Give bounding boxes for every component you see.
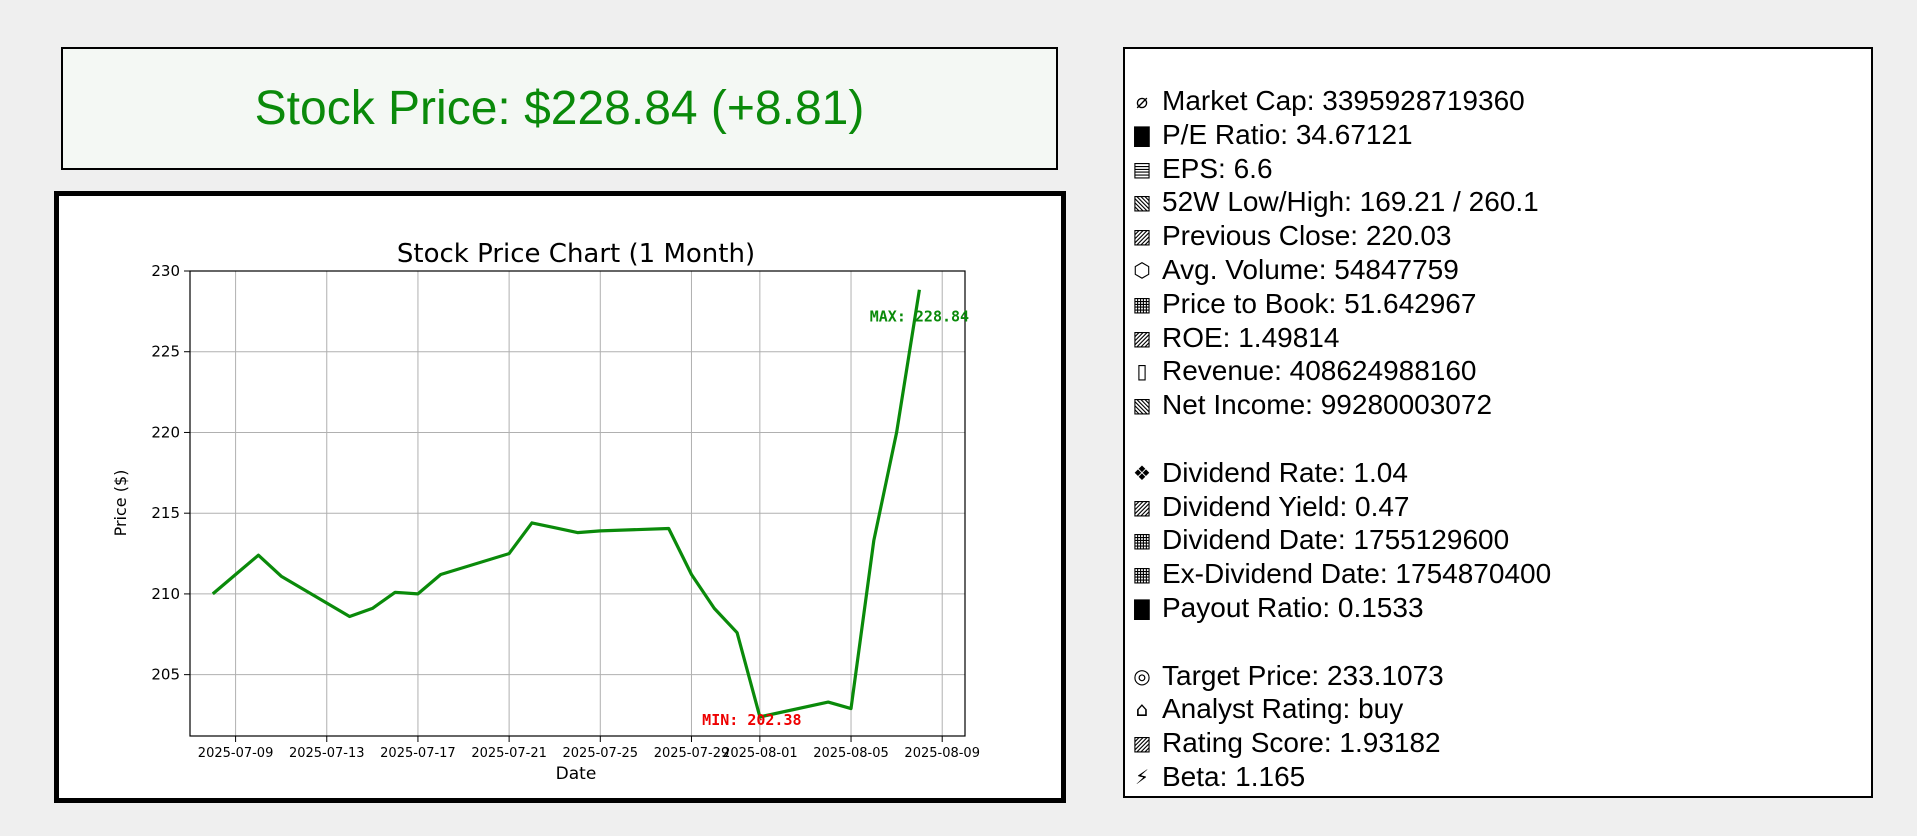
- info-row-text: Target Price: 233.1073: [1162, 659, 1444, 691]
- chart-increasing-icon: ▨: [1132, 731, 1152, 756]
- x-tick-label: 2025-07-29: [654, 746, 730, 761]
- stock-price-chart: Stock Price Chart (1 Month) 205 210 215 220…: [54, 191, 1066, 803]
- max-annotation: MAX: 228.84: [870, 308, 969, 326]
- chart-increasing-icon: ▨: [1132, 224, 1152, 249]
- calendar-icon: ▦: [1132, 562, 1152, 587]
- x-tick-label: 2025-07-25: [563, 746, 639, 761]
- info-row-text: Ex-Dividend Date: 1754870400: [1162, 558, 1552, 590]
- price-series-line: [211, 289, 921, 719]
- info-row-text: Dividend Yield: 0.47: [1162, 490, 1410, 522]
- y-tick-label: 220: [151, 423, 180, 441]
- info-row-text: Beta: 1.165: [1162, 761, 1306, 792]
- y-tick-label: 205: [151, 666, 180, 684]
- info-row: ⌀ Market Cap: 3395928719360: [1131, 85, 1525, 117]
- info-row: ▨ Previous Close: 220.03: [1131, 220, 1452, 252]
- chart-increasing-icon: ▨: [1132, 325, 1152, 350]
- info-row-text: Previous Close: 220.03: [1162, 220, 1452, 252]
- stock-price-text: Stock Price: $228.84 (+8.81): [254, 82, 865, 135]
- info-row-text: ROE: 1.49814: [1162, 321, 1340, 353]
- chart-increasing-icon: ▨: [1132, 494, 1152, 519]
- info-row-text: Dividend Date: 1755129600: [1162, 524, 1510, 556]
- numbers-icon: ▦: [1132, 291, 1152, 316]
- info-row: ▯ Revenue: 408624988160: [1131, 355, 1477, 387]
- info-row: ▦ Ex-Dividend Date: 1754870400: [1131, 558, 1552, 590]
- x-tick-label: 2025-07-13: [289, 746, 365, 761]
- x-tick-label: 2025-08-05: [813, 746, 889, 761]
- package-icon: ⬡: [1133, 258, 1151, 282]
- x-axis-label: Date: [556, 764, 597, 784]
- y-axis-ticks: 205 210 215 220 225 230: [151, 262, 190, 684]
- x-tick-label: 2025-08-09: [904, 746, 980, 761]
- x-tick-label: 2025-07-09: [198, 746, 274, 761]
- info-row-text: EPS: 6.6: [1162, 152, 1273, 184]
- info-row: ▤ EPS: 6.6: [1131, 153, 1273, 185]
- stock-price-banner: Stock Price: $228.84 (+8.81): [61, 47, 1058, 170]
- y-tick-label: 230: [151, 262, 180, 280]
- y-tick-label: 225: [151, 343, 180, 361]
- y-tick-label: 210: [151, 585, 180, 603]
- info-row-text: P/E Ratio: 34.67121: [1162, 118, 1413, 150]
- chart-title: Stock Price Chart (1 Month): [397, 239, 755, 269]
- x-tick-label: 2025-07-21: [471, 746, 547, 761]
- info-row-text: Rating Score: 1.93182: [1162, 727, 1441, 759]
- y-axis-label: Price ($): [111, 470, 130, 537]
- info-row-text: Avg. Volume: 54847759: [1162, 254, 1459, 285]
- info-row-text: Dividend Rate: 1.04: [1162, 456, 1408, 488]
- info-row: ▧ 52W Low/High: 169.21 / 260.1: [1131, 186, 1539, 218]
- info-row: ▦ Dividend Date: 1755129600: [1131, 524, 1510, 556]
- info-row: ❖ Dividend Rate: 1.04: [1131, 457, 1408, 489]
- money-bag-icon: ⌀: [1135, 89, 1149, 113]
- x-tick-label: 2025-07-17: [380, 746, 456, 761]
- bank-icon: ⌂: [1135, 697, 1149, 722]
- lightning-icon: ⚡: [1134, 765, 1150, 789]
- target-icon: ◎: [1133, 663, 1151, 688]
- x-tick-label: 2025-08-01: [722, 746, 798, 761]
- calendar-icon: ▦: [1132, 528, 1152, 553]
- info-row: ⚡ Beta: 1.165: [1131, 761, 1305, 793]
- info-row: ⬡ Avg. Volume: 54847759: [1131, 254, 1459, 286]
- info-row-text: 52W Low/High: 169.21 / 260.1: [1162, 186, 1539, 218]
- info-row-text: Market Cap: 3395928719360: [1162, 85, 1525, 116]
- info-row-text: Analyst Rating: buy: [1162, 693, 1404, 725]
- info-row-text: Revenue: 408624988160: [1162, 355, 1477, 387]
- stock-info-panel: ⌀ Market Cap: 3395928719360 ▇ P/E Ratio: 34…: [1123, 47, 1873, 798]
- info-row: ▦ Price to Book: 51.642967: [1131, 287, 1477, 320]
- info-row: ▇ Payout Ratio: 0.1533: [1131, 592, 1424, 624]
- chart-canvas: Stock Price Chart (1 Month) 205 210 215 220…: [111, 239, 980, 784]
- min-annotation: MIN: 202.38: [702, 711, 801, 729]
- info-row-text: Price to Book: 51.642967: [1162, 287, 1477, 319]
- chart-decreasing-icon: ▧: [1132, 393, 1152, 418]
- info-row: ◎ Target Price: 233.1073: [1131, 659, 1444, 692]
- info-row: ▨ ROE: 1.49814: [1131, 321, 1340, 354]
- annotations: MIN: 202.38 MAX: 228.84: [702, 308, 969, 729]
- ledger-icon: ▤: [1132, 156, 1152, 181]
- bar-chart-icon: ▇: [1134, 596, 1150, 620]
- info-row-text: Net Income: 99280003072: [1162, 389, 1493, 421]
- money-wings-icon: ❖: [1133, 460, 1151, 485]
- info-row: ⌂ Analyst Rating: buy: [1131, 693, 1404, 725]
- info-row: ▇ P/E Ratio: 34.67121: [1131, 118, 1413, 151]
- info-row-text: Payout Ratio: 0.1533: [1162, 592, 1424, 623]
- plot-area: [189, 270, 966, 737]
- y-tick-label: 215: [151, 504, 180, 522]
- chart-decreasing-icon: ▧: [1132, 190, 1152, 215]
- bar-chart-icon: ▇: [1134, 122, 1150, 147]
- info-row: ▨ Rating Score: 1.93182: [1131, 727, 1441, 759]
- receipt-icon: ▯: [1136, 359, 1148, 384]
- info-row: ▧ Net Income: 99280003072: [1131, 389, 1492, 421]
- grid-lines: [190, 270, 965, 736]
- x-axis-ticks: 2025-07-09 2025-07-13 2025-07-17 2025-07-21…: [198, 736, 980, 761]
- info-row: ▨ Dividend Yield: 0.47: [1131, 491, 1410, 523]
